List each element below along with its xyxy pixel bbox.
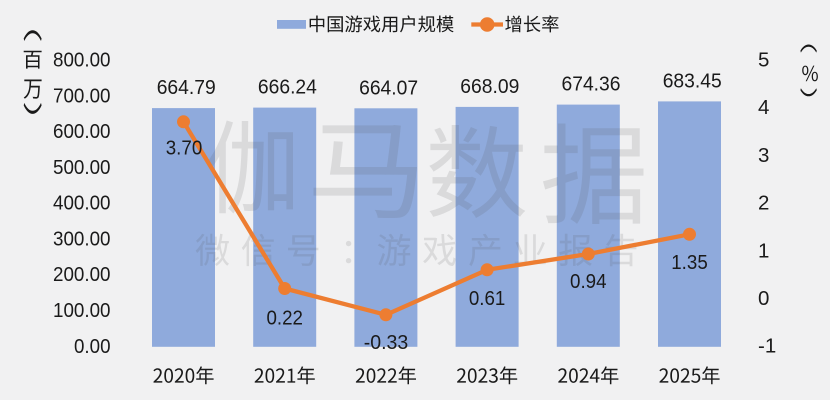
- svg-text:3.70: 3.70: [166, 137, 203, 160]
- svg-text:668.09: 668.09: [460, 75, 519, 98]
- svg-text:700.00: 700.00: [53, 84, 111, 107]
- svg-text:0.22: 0.22: [266, 307, 303, 330]
- svg-text:600.00: 600.00: [53, 120, 111, 143]
- svg-text:0.00: 0.00: [74, 335, 111, 358]
- svg-text:1: 1: [758, 239, 769, 262]
- svg-text:5: 5: [758, 48, 769, 71]
- svg-text:1.35: 1.35: [671, 251, 708, 274]
- svg-text:0.61: 0.61: [469, 287, 506, 310]
- svg-text:664.79: 664.79: [157, 76, 216, 99]
- svg-text:3: 3: [758, 144, 769, 167]
- svg-text:0.94: 0.94: [570, 270, 607, 293]
- svg-text:500.00: 500.00: [53, 156, 111, 179]
- svg-text:300.00: 300.00: [53, 227, 111, 250]
- svg-text:683.45: 683.45: [663, 69, 722, 92]
- svg-text:666.24: 666.24: [258, 76, 317, 99]
- svg-text:2: 2: [758, 192, 769, 215]
- svg-text:-0.33: -0.33: [364, 331, 409, 354]
- svg-text:664.07: 664.07: [359, 76, 418, 99]
- svg-text:800.00: 800.00: [53, 49, 111, 72]
- svg-text:200.00: 200.00: [53, 263, 111, 286]
- svg-text:-1: -1: [758, 335, 776, 358]
- svg-text:400.00: 400.00: [53, 192, 111, 215]
- svg-text:674.36: 674.36: [562, 73, 621, 96]
- svg-text:4: 4: [758, 96, 769, 119]
- svg-text:100.00: 100.00: [53, 299, 111, 322]
- svg-text:0: 0: [758, 287, 769, 310]
